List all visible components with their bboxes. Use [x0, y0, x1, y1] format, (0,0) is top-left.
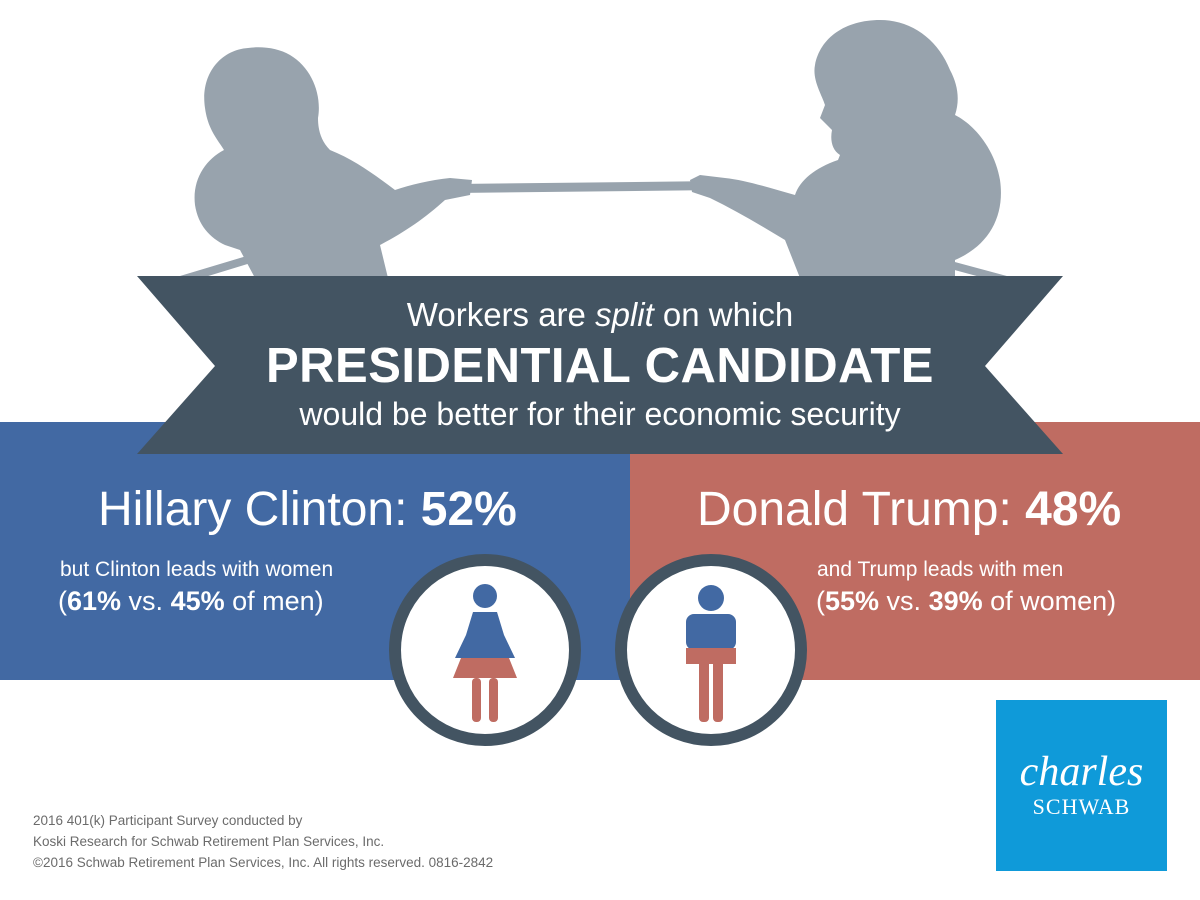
gender-icons — [389, 554, 807, 746]
rope — [455, 181, 720, 193]
footer-line-3: ©2016 Schwab Retirement Plan Services, I… — [33, 855, 494, 870]
clinton-heading: Hillary Clinton: 52% — [98, 482, 517, 537]
clinton-women-percent: 61% — [67, 586, 122, 616]
trump-name: Donald Trump: — [697, 483, 1012, 536]
headline-main: PRESIDENTIAL CANDIDATE — [265, 339, 934, 393]
clinton-stats: (61% vs. 45% of men) — [58, 586, 324, 616]
clinton-percent: 52% — [420, 483, 517, 536]
trump-men-percent: 55% — [825, 586, 880, 616]
charles-schwab-logo: charles SCHWAB — [996, 700, 1167, 871]
trump-stats: (55% vs. 39% of women) — [816, 586, 1117, 616]
trump-heading: Donald Trump: 48% — [697, 482, 1121, 537]
trump-percent: 48% — [1025, 483, 1122, 536]
trump-women-percent: 39% — [928, 586, 983, 616]
headline-line-1-start: Workers are — [406, 296, 596, 333]
clinton-subtext: but Clinton leads with women — [60, 558, 334, 581]
female-figure-icon — [389, 554, 581, 746]
footer-line-2: Koski Research for Schwab Retirement Pla… — [33, 834, 385, 849]
tug-of-war-silhouettes — [150, 20, 1040, 292]
clinton-men-percent: 45% — [170, 586, 225, 616]
headline-line-1: Workers are split on which — [0, 296, 1200, 334]
headline-line-1-end: on which — [653, 296, 794, 333]
logo-word-charles: charles — [1019, 749, 1144, 795]
headline-emphasis: split — [595, 296, 654, 333]
right-silhouette — [690, 20, 1001, 278]
headline-ribbon — [137, 276, 1063, 454]
logo-word-schwab: SCHWAB — [1032, 794, 1131, 819]
male-figure-icon — [615, 554, 807, 746]
clinton-name: Hillary Clinton: — [98, 483, 408, 536]
headline-line-3: would be better for their economic secur… — [299, 396, 901, 432]
footer-line-1: 2016 401(k) Participant Survey conducted… — [33, 813, 303, 828]
footer-notes: 2016 401(k) Participant Survey conducted… — [33, 810, 493, 873]
trump-subtext: and Trump leads with men — [817, 558, 1064, 581]
left-silhouette — [194, 47, 472, 278]
ribbon-shape — [137, 276, 1063, 454]
